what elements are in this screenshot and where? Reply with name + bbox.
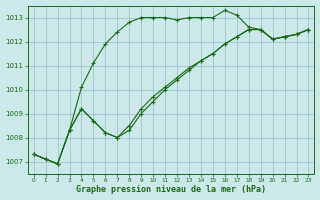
X-axis label: Graphe pression niveau de la mer (hPa): Graphe pression niveau de la mer (hPa) [76,185,266,194]
